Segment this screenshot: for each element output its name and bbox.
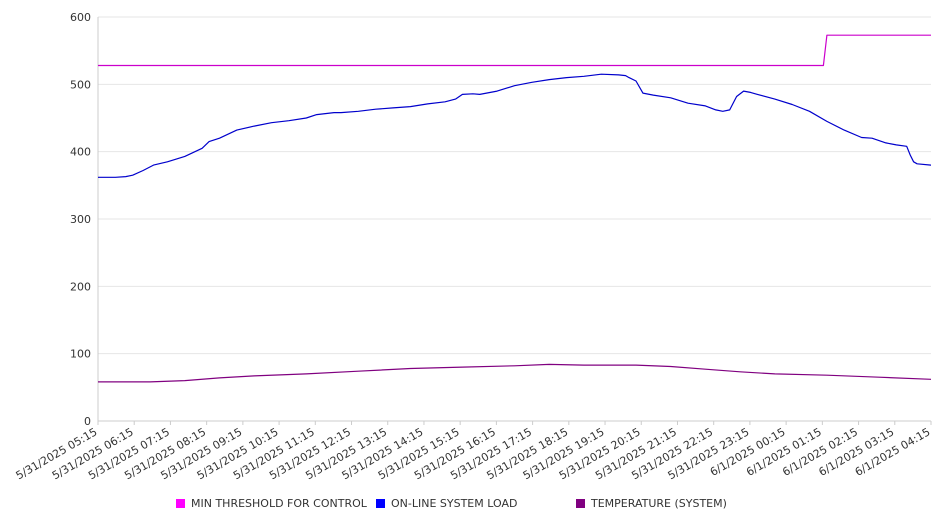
chart-series xyxy=(98,34,931,383)
legend-swatch-min-threshold xyxy=(176,499,185,508)
y-tick-label-500: 500 xyxy=(70,78,91,91)
series-line-0 xyxy=(98,34,931,67)
series-line-1 xyxy=(98,73,931,178)
y-tick-label-0: 0 xyxy=(84,415,91,428)
legend-item-min-threshold[interactable]: MIN THRESHOLD FOR CONTROL xyxy=(176,497,367,510)
chart-legend: MIN THRESHOLD FOR CONTROL ON-LINE SYSTEM… xyxy=(0,497,946,515)
y-tick-label-300: 300 xyxy=(70,213,91,226)
y-axis: 0 100 200 300 400 500 600 xyxy=(70,11,99,428)
legend-item-system-load[interactable]: ON-LINE SYSTEM LOAD xyxy=(376,497,517,510)
legend-swatch-temperature xyxy=(576,499,585,508)
x-axis: 5/31/2025 05:155/31/2025 06:155/31/2025 … xyxy=(14,420,933,482)
legend-label-temperature: TEMPERATURE (SYSTEM) xyxy=(591,497,727,510)
legend-item-temperature[interactable]: TEMPERATURE (SYSTEM) xyxy=(576,497,727,510)
y-tick-label-400: 400 xyxy=(70,146,91,159)
chart-grid xyxy=(98,16,931,422)
y-tick-label-200: 200 xyxy=(70,280,91,293)
y-tick-label-100: 100 xyxy=(70,348,91,361)
legend-swatch-system-load xyxy=(376,499,385,508)
series-line-2 xyxy=(98,363,931,383)
legend-label-system-load: ON-LINE SYSTEM LOAD xyxy=(391,497,518,510)
y-tick-label-600: 600 xyxy=(70,11,91,24)
legend-label-min-threshold: MIN THRESHOLD FOR CONTROL xyxy=(191,497,367,510)
